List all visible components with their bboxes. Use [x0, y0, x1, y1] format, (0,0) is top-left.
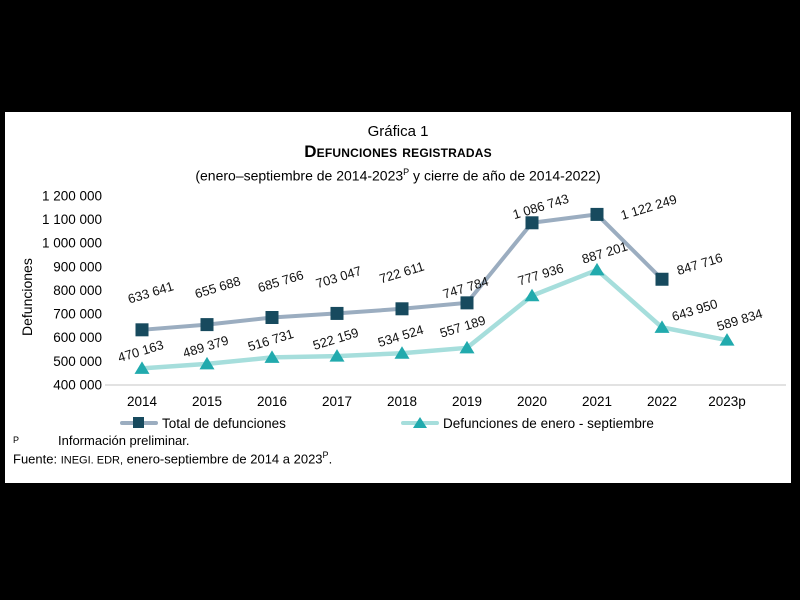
footnote-text: Información preliminar. [58, 433, 190, 448]
data-point-label: 643 950 [670, 296, 719, 324]
data-point-label: 633 641 [126, 278, 175, 306]
data-point-label: 589 834 [715, 306, 764, 334]
data-point-label: 534 524 [376, 322, 425, 350]
chart-subtitle-suffix: y cierre de año de 2014-2022) [409, 167, 601, 184]
x-tick-label: 2023p [708, 394, 746, 409]
series-line-1 [141, 267, 728, 371]
chart-subtitle: (enero–septiembre de 2014-2023P y cierre… [5, 162, 791, 186]
data-point-label: 847 716 [675, 250, 724, 278]
x-tick-label: 2015 [192, 394, 222, 409]
y-tick-label: 600 000 [53, 330, 102, 345]
legend-item-total: Total de defunciones [120, 413, 286, 433]
data-point-marker [524, 288, 540, 302]
x-tick-label: 2016 [257, 394, 287, 409]
chart-plot: 1 200 000 1 100 000 1 000 000 900 000 800 00… [42, 189, 786, 409]
legend-label-total: Total de defunciones [162, 415, 286, 431]
chart-footer: P Información preliminar. Fuente: INEGI. … [13, 433, 333, 467]
x-tick-label: 2014 [127, 394, 158, 409]
report-page: Gráfica 1 Defunciones registradas (enero… [5, 112, 791, 483]
data-point-label: 522 159 [311, 325, 360, 353]
data-point-label: 516 731 [246, 326, 295, 354]
data-point-marker [329, 349, 345, 362]
x-tick-label: 2022 [647, 394, 677, 409]
data-point-marker [589, 262, 605, 276]
y-tick-label: 500 000 [53, 354, 102, 369]
y-tick-label: 1 200 000 [42, 189, 102, 204]
data-point-marker [135, 323, 149, 337]
data-point-label: 703 047 [314, 263, 363, 291]
source-org: INEGI. EDR, [60, 454, 124, 467]
data-point-label: 1 122 249 [619, 191, 679, 222]
y-tick-label: 700 000 [53, 307, 102, 322]
data-point-label: 470 163 [116, 337, 165, 365]
x-tick-label: 2020 [517, 394, 547, 409]
footnote-line: P Información preliminar. [13, 433, 332, 448]
data-point-marker [200, 318, 214, 332]
chart-number-title: Gráfica 1 [367, 123, 429, 140]
chart-legend: Total de defunciones Defunciones de ener… [5, 413, 791, 433]
y-tick-label: 1 100 000 [42, 212, 102, 227]
data-point-label: 722 611 [377, 259, 425, 287]
data-point-marker [395, 302, 409, 316]
data-point-marker [719, 333, 735, 346]
data-point-marker [459, 340, 475, 354]
data-point-marker [525, 216, 539, 230]
chart-subtitle-superscript: P [403, 167, 410, 177]
data-point-marker [654, 320, 670, 333]
legend-label-ene-sep: Defunciones de enero - septiembre [443, 415, 654, 431]
chart-title-block: Gráfica 1 Defunciones registradas (enero… [5, 122, 791, 186]
source-label: Fuente: [13, 451, 58, 467]
x-tick-label: 2021 [582, 394, 612, 409]
legend-item-ene-sep: Defunciones de enero - septiembre [401, 413, 654, 433]
legend-marker-triangle-icon [401, 416, 439, 430]
data-point-label: 887 201 [580, 239, 629, 267]
data-point-marker [394, 346, 410, 359]
x-tick-label: 2019 [452, 394, 482, 409]
data-point-label: 489 379 [181, 333, 230, 361]
x-tick-label: 2017 [322, 394, 352, 409]
legend-marker-square-icon [120, 416, 158, 430]
data-point-marker [460, 296, 474, 310]
source-line: Fuente: INEGI. EDR, enero-septiembre de … [13, 448, 333, 467]
x-tick-label: 2018 [387, 394, 417, 409]
footnote-marker: P [13, 435, 20, 445]
source-superscript: P [322, 450, 329, 460]
data-point-marker [134, 361, 150, 374]
data-point-label: 685 766 [256, 267, 305, 295]
chart-main-title: Defunciones registradas [304, 142, 492, 161]
data-point-marker [590, 207, 604, 221]
data-point-marker [199, 356, 215, 370]
data-point-marker [264, 350, 280, 363]
data-point-marker [330, 306, 344, 320]
y-tick-label: 800 000 [53, 283, 102, 298]
chart-subtitle-prefix: (enero–septiembre de 2014-2023 [195, 167, 404, 184]
y-tick-label: 400 000 [53, 377, 102, 392]
y-tick-label: 1 000 000 [42, 236, 102, 251]
data-point-marker [265, 311, 279, 325]
data-point-marker [655, 272, 669, 286]
data-point-label: 655 688 [193, 273, 242, 301]
source-text: enero-septiembre de 2014 a 2023 [123, 451, 323, 467]
source-period: . [328, 451, 333, 467]
y-tick-label: 900 000 [53, 259, 102, 274]
